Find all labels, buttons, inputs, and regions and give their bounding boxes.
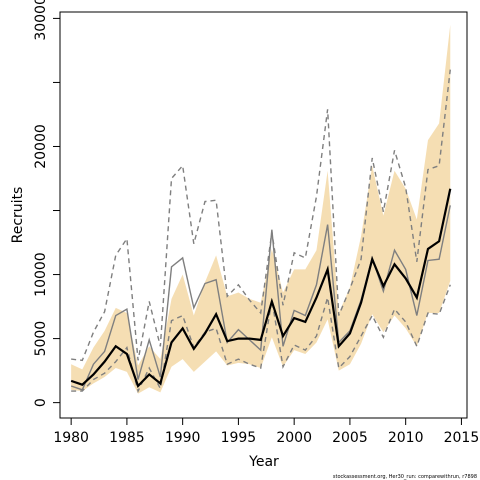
x-tick-label: 2015: [444, 430, 480, 446]
y-axis: 0 5000 10000 20000 30000: [33, 0, 60, 407]
x-tick-label: 1980: [53, 430, 89, 446]
confidence-band: [71, 24, 451, 394]
y-tick-label: 20000: [33, 124, 49, 169]
x-tick-label: 2005: [332, 430, 368, 446]
estimate-line: [70, 188, 452, 389]
plot-frame: [59, 11, 468, 419]
y-tick-label: 5000: [33, 321, 49, 357]
x-tick-label: 2010: [388, 430, 424, 446]
y-tick-label: 0: [33, 398, 49, 407]
x-tick-label: 1990: [165, 430, 201, 446]
comparison-bound-lower-line: [71, 284, 451, 394]
y-axis-label: Recruits: [10, 187, 26, 244]
x-tick-label: 1985: [109, 430, 145, 446]
x-tick-label: 2000: [276, 430, 312, 446]
y-tick-label: 30000: [33, 0, 49, 41]
comparison-bound-upper-line: [71, 69, 451, 362]
x-axis: 1980 1985 1990 1995 2000 2005 2010 2015: [53, 418, 479, 446]
plot-series: [70, 24, 452, 394]
x-axis-label: Year: [248, 454, 279, 470]
x-tick-label: 1995: [221, 430, 257, 446]
y-tick-label: 10000: [33, 252, 49, 297]
footer-note: stockassessment.org, Her30_run: comparew…: [333, 474, 477, 480]
